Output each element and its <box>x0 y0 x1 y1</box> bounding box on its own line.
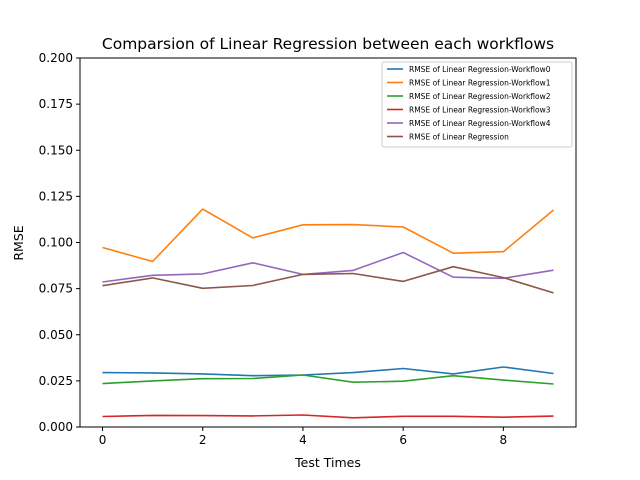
y-tick-label: 0.200 <box>39 51 73 65</box>
series-line-workflow-2 <box>102 374 554 385</box>
series-line-workflow-1 <box>102 208 555 263</box>
legend-entry: RMSE of Linear Regression-Workflow2 <box>409 92 551 101</box>
y-axis-label: RMSE <box>11 225 26 260</box>
legend-entry: RMSE of Linear Regression-Workflow0 <box>409 65 551 74</box>
y-tick-label: 0.025 <box>39 374 73 388</box>
series-line-workflow-5 <box>102 265 554 294</box>
legend-entry: RMSE of Linear Regression-Workflow3 <box>409 105 551 114</box>
series-line-workflow-4 <box>102 251 554 283</box>
y-tick-label: 0.175 <box>39 97 73 111</box>
y-tick-label: 0.150 <box>39 143 73 157</box>
y-tick-label: 0.000 <box>39 420 73 434</box>
legend-entry: RMSE of Linear Regression <box>409 132 509 141</box>
legend: RMSE of Linear Regression-Workflow0 RMSE … <box>381 61 573 148</box>
legend-box <box>381 61 573 148</box>
x-tick-label: 6 <box>399 433 407 447</box>
x-tick-label: 2 <box>199 433 207 447</box>
x-tick-label: 4 <box>299 433 307 447</box>
y-axis-ticks: 0.000 0.025 0.050 0.075 0.100 0.125 0.150 0.175… <box>39 51 80 434</box>
legend-entry: RMSE of Linear Regression-Workflow4 <box>409 119 551 128</box>
legend-entry: RMSE of Linear Regression-Workflow1 <box>409 78 551 87</box>
y-tick-label: 0.075 <box>39 282 73 296</box>
x-axis-ticks: 0 2 4 6 8 <box>99 427 507 447</box>
plot-frame <box>79 57 577 428</box>
series-lines <box>102 208 555 419</box>
series-line-workflow-3 <box>102 414 554 419</box>
x-tick-label: 0 <box>99 433 107 447</box>
x-axis-label: Test Times <box>294 455 361 470</box>
y-tick-label: 0.100 <box>39 236 73 250</box>
y-tick-label: 0.050 <box>39 328 73 342</box>
x-tick-label: 8 <box>500 433 508 447</box>
y-tick-label: 0.125 <box>39 189 73 203</box>
series-line-workflow-0 <box>102 366 554 377</box>
chart-title: Comparsion of Linear Regression between … <box>102 35 554 53</box>
